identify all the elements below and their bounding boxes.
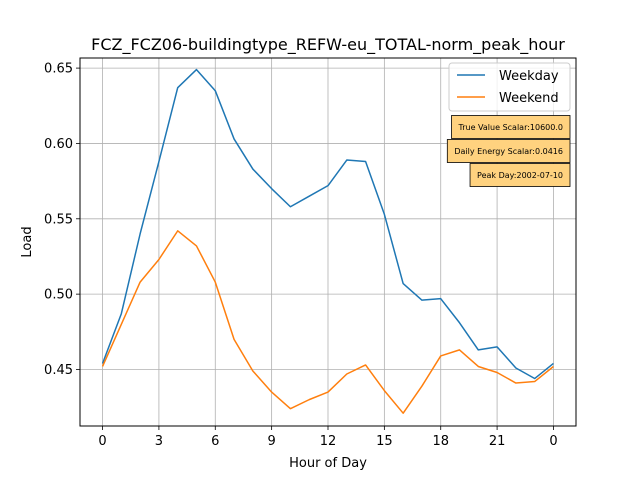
annotation-box	[446, 139, 571, 163]
x-tick-label: 3	[155, 434, 163, 449]
chart-title: FCZ_FCZ06-buildingtype_REFW-eu_TOTAL-nor…	[91, 35, 565, 55]
x-tick-label: 0	[549, 434, 557, 449]
legend-label-weekend: Weekend	[499, 91, 559, 106]
x-tick-label: 6	[211, 434, 219, 449]
series-line-weekend	[101, 230, 554, 414]
series-layer	[101, 68, 554, 414]
y-axis-label: Load	[20, 226, 35, 257]
annotation-text: True Value Scalar:10600.0	[458, 123, 563, 132]
annotation-text: Daily Energy Scalar:0.0416	[454, 147, 563, 156]
x-tick-label: 9	[267, 434, 275, 449]
x-tick-label: 12	[320, 434, 337, 449]
x-axis-label: Hour of Day	[289, 456, 367, 471]
legend: Weekday Weekend	[448, 62, 571, 112]
legend-label-weekday: Weekday	[499, 69, 559, 84]
annotation-3: Peak Day:2002-07-10	[469, 163, 571, 187]
x-axis-ticks: 0 3 6 9 12 15 18 21 0	[98, 426, 558, 449]
x-tick-label: 21	[489, 434, 506, 449]
y-tick-label: 0.55	[44, 212, 73, 227]
series-line-weekday	[101, 68, 554, 380]
x-tick-label: 15	[376, 434, 393, 449]
x-tick-label: 0	[98, 434, 106, 449]
y-tick-label: 0.60	[44, 137, 73, 152]
y-tick-label: 0.50	[44, 288, 73, 303]
annotation-box	[451, 115, 571, 139]
annotations: True Value Scalar:10600.0 Daily Energy Sc…	[446, 115, 571, 187]
y-tick-label: 0.65	[44, 62, 73, 77]
x-tick-label: 18	[432, 434, 449, 449]
annotation-text: Peak Day:2002-07-10	[477, 171, 563, 180]
annotation-2: Daily Energy Scalar:0.0416	[446, 139, 571, 163]
annotation-box	[469, 163, 571, 187]
annotation-1: True Value Scalar:10600.0	[451, 115, 571, 139]
y-axis-ticks: 0.45 0.50 0.55 0.60 0.65	[44, 62, 80, 378]
y-tick-label: 0.45	[44, 363, 73, 378]
